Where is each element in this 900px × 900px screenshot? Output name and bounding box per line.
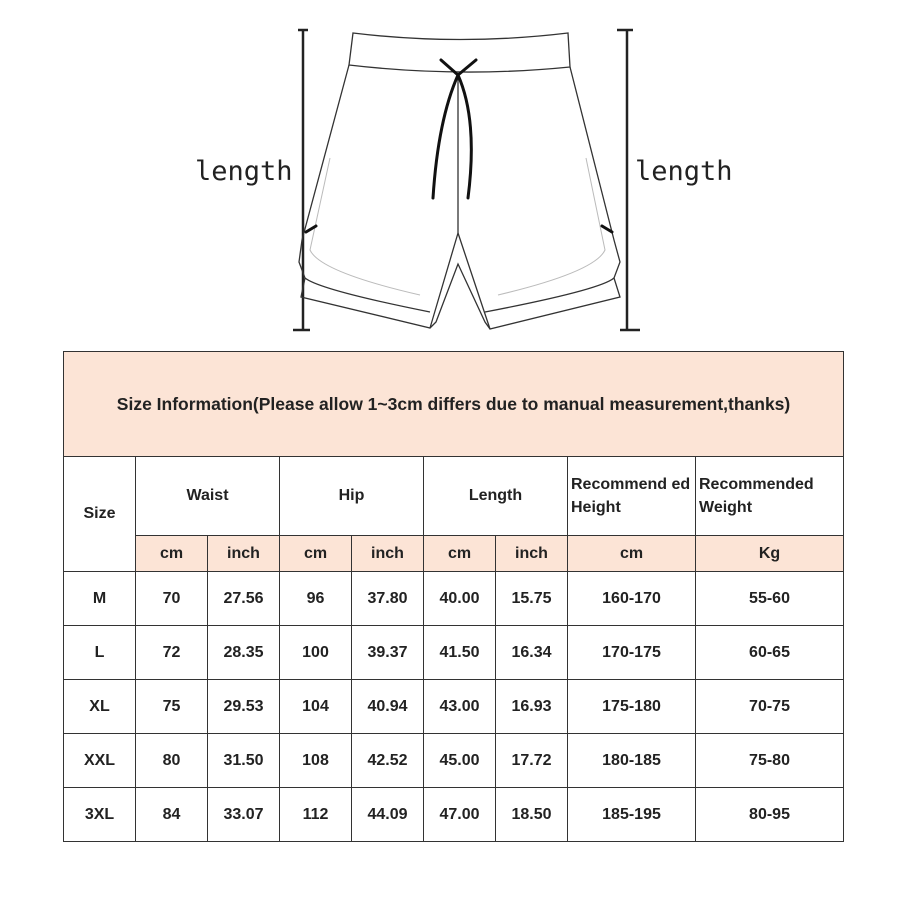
unit-header: cm: [567, 535, 696, 572]
value-cell: 96: [279, 571, 352, 626]
value-cell: 33.07: [207, 787, 280, 842]
table-title: Size Information(Please allow 1~3cm diff…: [62, 351, 845, 457]
shorts-illustration: [293, 28, 640, 332]
value-cell: 18.50: [495, 787, 568, 842]
value-cell: 180-185: [567, 733, 696, 788]
value-cell: 70-75: [694, 679, 845, 734]
size-cell: 3XL: [63, 787, 136, 842]
size-table: Size Information(Please allow 1~3cm diff…: [62, 351, 845, 842]
value-cell: 28.35: [207, 625, 280, 680]
value-cell: 72: [135, 625, 208, 680]
right-length-bar: [617, 28, 640, 332]
value-cell: 185-195: [567, 787, 696, 842]
shorts-diagram: length length: [0, 0, 900, 345]
unit-header: cm: [423, 535, 496, 572]
unit-header: Kg: [694, 535, 845, 572]
value-cell: 108: [279, 733, 352, 788]
size-cell: L: [63, 625, 136, 680]
value-cell: 16.93: [495, 679, 568, 734]
table-row: M 70 27.56 96 37.80 40.00 15.75 160-170 55-60: [63, 571, 845, 626]
value-cell: 100: [279, 625, 352, 680]
left-length-label: length: [195, 156, 293, 187]
value-cell: 31.50: [207, 733, 280, 788]
table-row: 3XL 84 33.07 112 44.09 47.00 18.50 185-195 80-95: [63, 787, 845, 842]
value-cell: 29.53: [207, 679, 280, 734]
unit-header: cm: [135, 535, 208, 572]
value-cell: 55-60: [694, 571, 845, 626]
value-cell: 40.00: [423, 571, 496, 626]
unit-header: inch: [351, 535, 424, 572]
value-cell: 75: [135, 679, 208, 734]
value-cell: 170-175: [567, 625, 696, 680]
value-cell: 15.75: [495, 571, 568, 626]
size-cell: XL: [63, 679, 136, 734]
header-size: Size: [63, 456, 136, 572]
value-cell: 104: [279, 679, 352, 734]
unit-header: inch: [207, 535, 280, 572]
value-cell: 37.80: [351, 571, 424, 626]
unit-header: inch: [495, 535, 568, 572]
value-cell: 39.37: [351, 625, 424, 680]
value-cell: 160-170: [567, 571, 696, 626]
value-cell: 45.00: [423, 733, 496, 788]
table-row: XXL 80 31.50 108 42.52 45.00 17.72 180-185 75-80: [63, 733, 845, 788]
value-cell: 40.94: [351, 679, 424, 734]
value-cell: 80-95: [694, 787, 845, 842]
value-cell: 84: [135, 787, 208, 842]
table-row: XL 75 29.53 104 40.94 43.00 16.93 175-180 70-75: [63, 679, 845, 734]
value-cell: 44.09: [351, 787, 424, 842]
header-recommended-weight: Recommended Weight: [694, 456, 845, 536]
size-cell: M: [63, 571, 136, 626]
header-recommended-height: Recommend ed Height: [567, 456, 696, 536]
value-cell: 17.72: [495, 733, 568, 788]
value-cell: 75-80: [694, 733, 845, 788]
value-cell: 47.00: [423, 787, 496, 842]
value-cell: 43.00: [423, 679, 496, 734]
size-cell: XXL: [63, 733, 136, 788]
table-row: L 72 28.35 100 39.37 41.50 16.34 170-175 60-65: [63, 625, 845, 680]
header-hip: Hip: [279, 456, 424, 536]
header-length: Length: [423, 456, 568, 536]
value-cell: 16.34: [495, 625, 568, 680]
value-cell: 175-180: [567, 679, 696, 734]
value-cell: 27.56: [207, 571, 280, 626]
value-cell: 80: [135, 733, 208, 788]
left-length-bar: [293, 28, 310, 332]
right-length-label: length: [635, 156, 733, 187]
header-waist: Waist: [135, 456, 280, 536]
value-cell: 112: [279, 787, 352, 842]
value-cell: 41.50: [423, 625, 496, 680]
unit-header: cm: [279, 535, 352, 572]
value-cell: 70: [135, 571, 208, 626]
value-cell: 60-65: [694, 625, 845, 680]
value-cell: 42.52: [351, 733, 424, 788]
